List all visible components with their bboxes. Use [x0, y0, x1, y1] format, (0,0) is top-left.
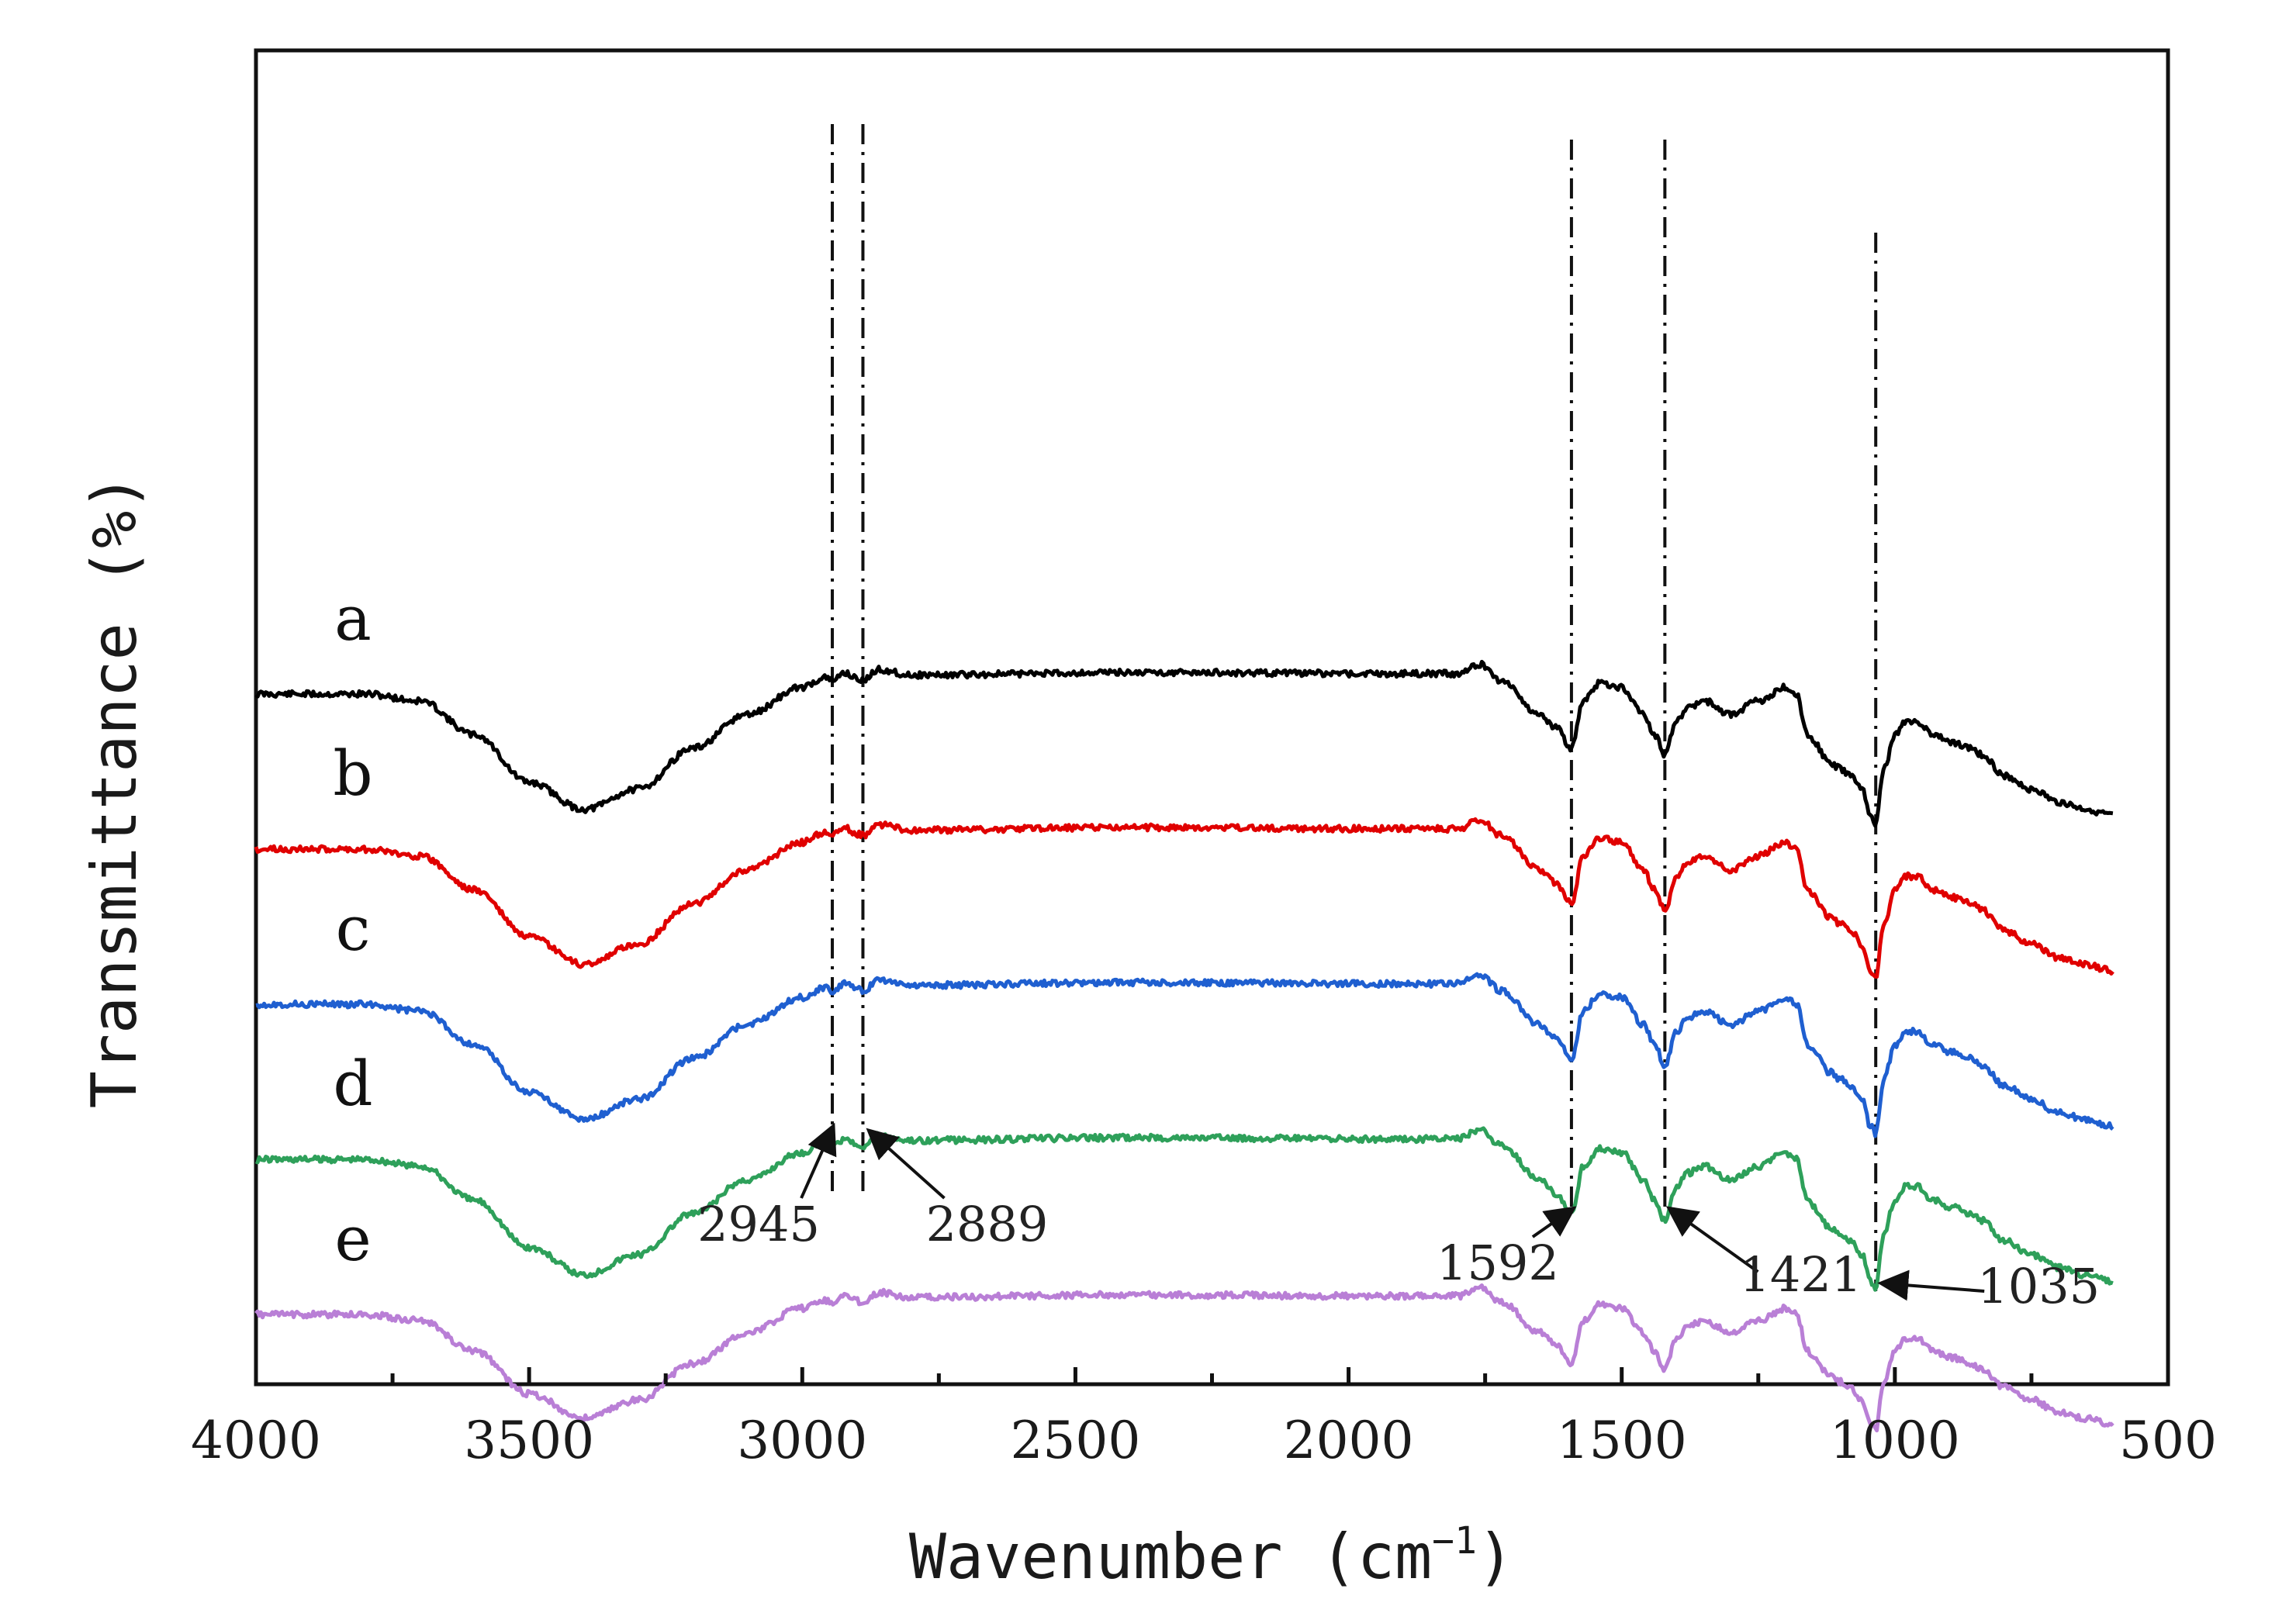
peak-annotations: 2945 2889 1592 1421 1035: [697, 1122, 2100, 1314]
series-a-curve: [254, 659, 2114, 828]
annotation-label-2945: 2945: [697, 1196, 820, 1252]
series-e-label: e: [334, 1203, 371, 1275]
x-tick-label-500: 500: [2119, 1411, 2217, 1470]
plot-frame: [254, 48, 2170, 1387]
x-axis-unit-sup: −1: [1432, 1519, 1477, 1563]
x-tick-label-2500: 2500: [1010, 1411, 1140, 1470]
x-tick-label-3000: 3000: [737, 1411, 867, 1470]
x-tick-label-4000: 4000: [191, 1411, 321, 1470]
annotation-arrow-2945: [800, 1122, 837, 1199]
series-b-curve: [254, 817, 2114, 979]
x-tick-label-2000: 2000: [1284, 1411, 1414, 1470]
x-axis-unit-open: (cm: [1320, 1521, 1433, 1593]
annotation-arrow-2889: [866, 1128, 946, 1200]
series-c-curve: [255, 972, 2114, 1138]
x-tick-label-1500: 1500: [1557, 1411, 1687, 1470]
x-axis-title-text: Wavenumber: [909, 1521, 1283, 1593]
spectra-curves: [254, 659, 2114, 1433]
annotation-arrow-1035: [1877, 1269, 1985, 1301]
series-labels: a b c d e: [333, 582, 372, 1275]
x-axis-tick-labels: 4000 3500 3000 2500 2000 1500 1000 500: [191, 1411, 2217, 1470]
annotation-label-1035: 1035: [1977, 1258, 2100, 1314]
series-c-label: c: [336, 893, 371, 965]
series-d-curve: [254, 1126, 2114, 1292]
x-tick-label-1000: 1000: [1830, 1411, 1960, 1470]
x-axis-unit-close: ): [1477, 1521, 1514, 1593]
annotation-arrow-1421: [1665, 1206, 1759, 1273]
series-e-curve: [254, 1283, 2114, 1433]
x-tick-label-3500: 3500: [464, 1411, 594, 1470]
annotation-label-2889: 2889: [926, 1196, 1049, 1252]
x-axis-title: Wavenumber (cm−1): [909, 1519, 1514, 1593]
series-a-label: a: [334, 582, 372, 655]
x-axis-ticks: [254, 1367, 2170, 1384]
annotation-label-1592: 1592: [1437, 1235, 1559, 1291]
annotation-label-1421: 1421: [1739, 1246, 1862, 1303]
series-d-label: d: [333, 1048, 372, 1120]
reference-lines: [831, 124, 1878, 1291]
annotation-arrow-1592: [1531, 1206, 1577, 1238]
series-b-label: b: [333, 737, 372, 810]
y-axis-title: Transmittance (%): [78, 474, 150, 1109]
